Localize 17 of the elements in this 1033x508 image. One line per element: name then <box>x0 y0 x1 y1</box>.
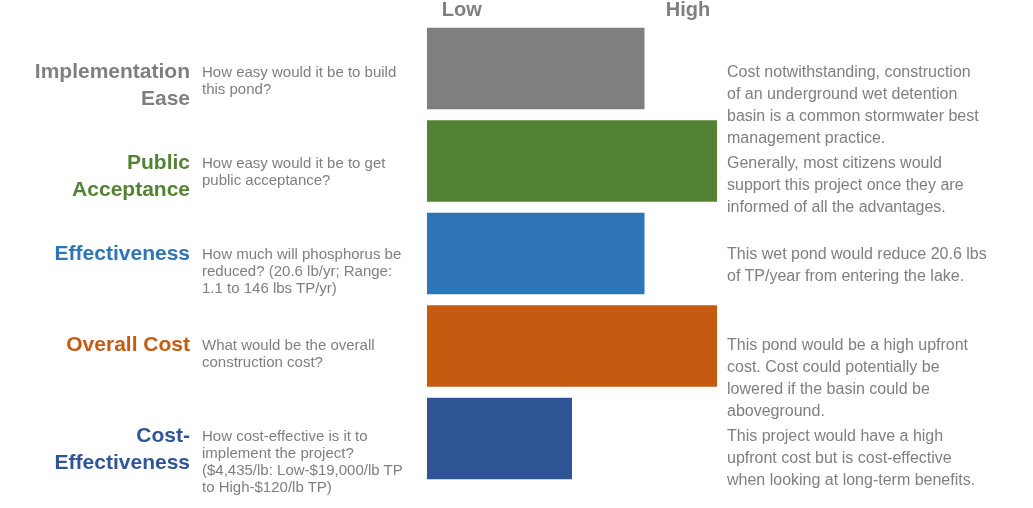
text: How much will phosphorus be reduced? (20.6 lb/yr; Range: 1.1 to 146 lbs TP/yr) <box>202 244 402 296</box>
text: How easy would it be to build this pond? <box>202 62 397 97</box>
text: How easy would it be to get public acceptance? <box>202 153 387 188</box>
y-tick-label: Effectiveness <box>54 240 190 264</box>
text: This pond would be a high upfront cost. Cost could potentially be lowered if the basin could be aboveground. <box>727 335 969 419</box>
text: Low <box>441 0 483 20</box>
y-tick-label: Implementation Ease <box>34 58 190 109</box>
y-tick-label: Cost-Effectiveness <box>54 422 190 473</box>
text: How cost-effective is it to implement the project? ($4,435/lb: Low-$19,000/lb TP to High-$120/lb TP) <box>202 426 403 495</box>
text: High <box>665 0 711 20</box>
text: What would be the overall construction cost? <box>202 335 375 370</box>
text: Cost notwithstanding, construction of an underground wet detention basin is a common stormwater best management practice. <box>727 62 980 146</box>
text: This wet pond would reduce 20.6 lbs of TP/year from entering the lake. <box>727 244 987 284</box>
y-tick-label: Public Acceptance <box>72 149 191 200</box>
text: This project would have a high upfront cost but is cost-effective when looking at long-term benefits. <box>726 426 976 488</box>
text: Generally, most citizens would support this project once they are informed of all the advantages. <box>727 153 964 215</box>
y-tick-label: Overall Cost <box>66 331 190 355</box>
